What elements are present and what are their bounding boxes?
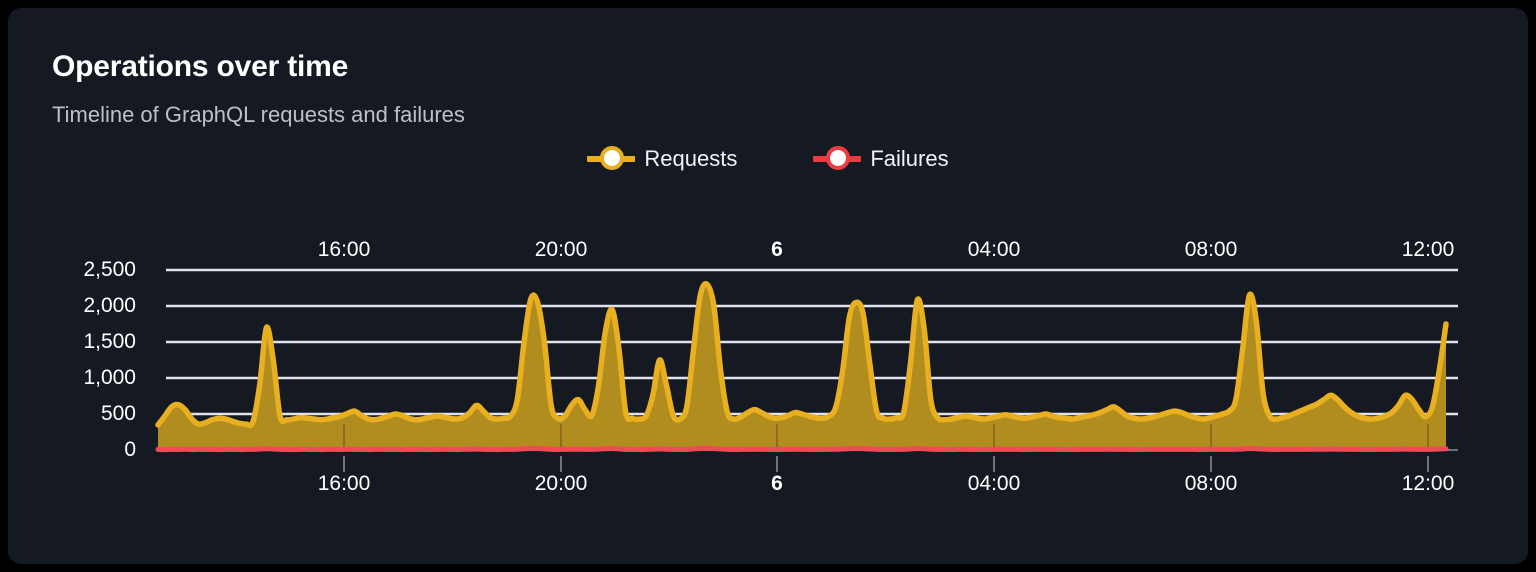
y-axis-tick-label: 500	[100, 402, 136, 425]
legend-item-failures[interactable]: Failures	[813, 144, 949, 174]
operations-area-chart	[155, 268, 1458, 472]
y-axis-labels: 0 500 1,000 1,500 2,000 2,500	[36, 8, 136, 564]
x-axis-tick-label: 16:00	[317, 472, 371, 495]
requests-legend-marker-icon	[587, 144, 636, 174]
x-axis-tick-label: 12:00	[1401, 472, 1455, 495]
failures-line	[155, 445, 1449, 453]
x-axis-labels-bottom: 16:00 20:00 6 04:00 08:00 12:00	[8, 472, 1528, 502]
x-axis-tick-label: 08:00	[1184, 472, 1238, 495]
x-axis-tick-label: 6	[771, 472, 783, 495]
operations-over-time-card: Operations over time Timeline of GraphQL…	[8, 8, 1528, 564]
chart-legend: Requests Failures	[8, 144, 1528, 174]
x-axis-tick-label: 12:00	[1401, 238, 1455, 261]
page-subtitle: Timeline of GraphQL requests and failure…	[52, 102, 465, 127]
page-title: Operations over time	[52, 50, 349, 83]
x-axis-labels-top: 16:00 20:00 6 04:00 08:00 12:00	[8, 238, 1528, 268]
failures-legend-marker-icon	[813, 144, 862, 174]
y-axis-tick-label: 1,000	[83, 366, 136, 389]
x-axis-tick-label: 08:00	[1184, 238, 1238, 261]
x-axis-tick-label: 04:00	[967, 472, 1021, 495]
x-axis-tick-label: 20:00	[534, 238, 588, 261]
legend-label-requests: Requests	[644, 146, 738, 171]
x-axis-tick-label: 16:00	[317, 238, 371, 261]
y-axis-tick-label: 2,000	[83, 294, 136, 317]
x-axis-tick-label: 20:00	[534, 472, 588, 495]
requests-line	[155, 281, 1449, 429]
x-axis-tick-label: 6	[771, 238, 783, 261]
legend-label-failures: Failures	[870, 146, 949, 171]
x-axis-tick-label: 04:00	[967, 238, 1021, 261]
y-axis-tick-label: 0	[124, 438, 136, 461]
legend-item-requests[interactable]: Requests	[587, 144, 737, 174]
y-axis-tick-label: 2,500	[83, 258, 136, 281]
y-axis-tick-label: 1,500	[83, 330, 136, 353]
